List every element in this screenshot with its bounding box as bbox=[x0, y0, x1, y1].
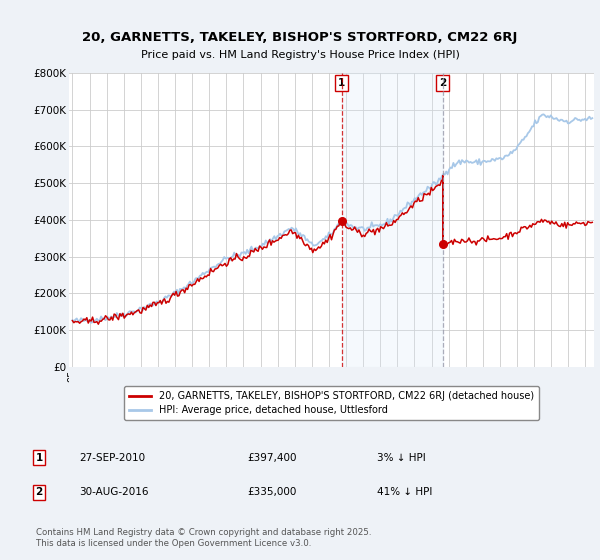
Text: 41% ↓ HPI: 41% ↓ HPI bbox=[377, 487, 432, 497]
Text: 3% ↓ HPI: 3% ↓ HPI bbox=[377, 452, 425, 463]
Text: 30-AUG-2016: 30-AUG-2016 bbox=[80, 487, 149, 497]
Text: £397,400: £397,400 bbox=[247, 452, 297, 463]
Text: 27-SEP-2010: 27-SEP-2010 bbox=[80, 452, 146, 463]
Text: 20, GARNETTS, TAKELEY, BISHOP'S STORTFORD, CM22 6RJ: 20, GARNETTS, TAKELEY, BISHOP'S STORTFOR… bbox=[82, 31, 518, 44]
Text: 1: 1 bbox=[338, 78, 345, 88]
Text: 2: 2 bbox=[439, 78, 446, 88]
Text: Contains HM Land Registry data © Crown copyright and database right 2025.
This d: Contains HM Land Registry data © Crown c… bbox=[35, 528, 371, 548]
Text: 2: 2 bbox=[35, 487, 43, 497]
Text: £335,000: £335,000 bbox=[247, 487, 296, 497]
Bar bbox=[341, 73, 443, 367]
Text: Price paid vs. HM Land Registry's House Price Index (HPI): Price paid vs. HM Land Registry's House … bbox=[140, 50, 460, 60]
Legend: 20, GARNETTS, TAKELEY, BISHOP'S STORTFORD, CM22 6RJ (detached house), HPI: Avera: 20, GARNETTS, TAKELEY, BISHOP'S STORTFOR… bbox=[124, 386, 539, 420]
Text: 1: 1 bbox=[35, 452, 43, 463]
